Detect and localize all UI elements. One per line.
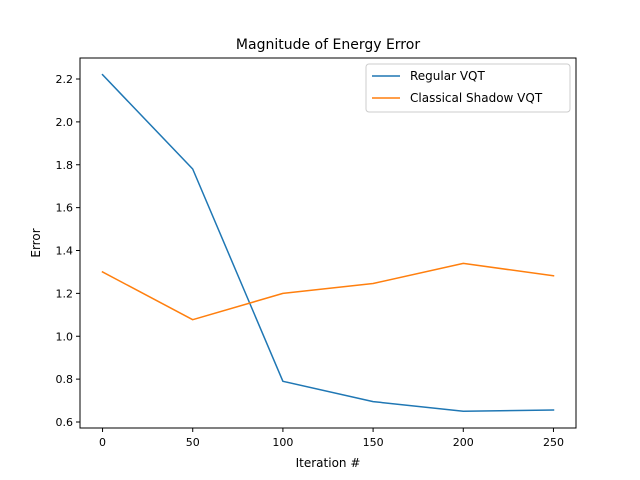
legend: Regular VQT Classical Shadow VQT (365, 63, 571, 113)
y-tick-label: 2.0 (56, 116, 74, 129)
y-tick-label: 2.2 (56, 73, 74, 86)
series-group (101, 73, 555, 413)
x-axis-label: Iteration # (296, 456, 361, 470)
y-tick-label: 0.8 (56, 373, 74, 386)
legend-label-regular: Regular VQT (410, 69, 485, 83)
x-tick-label: 150 (363, 436, 384, 449)
y-tick-label: 1.0 (56, 330, 74, 343)
y-tick-label: 1.8 (56, 159, 74, 172)
ticks-group: 0 50 100 150 200 250 0.6 0.8 1.0 1.2 1.4 1.6 1.8 2.0 2… (56, 73, 564, 449)
y-tick-label: 1.2 (56, 287, 74, 300)
chart-title: Magnitude of Energy Error (236, 37, 420, 53)
x-tick-label: 50 (186, 436, 200, 449)
y-axis-label: Error (29, 228, 43, 257)
y-tick-label: 0.6 (56, 416, 74, 429)
x-tick-label: 0 (99, 436, 106, 449)
y-tick-label: 1.4 (56, 245, 74, 258)
series-line-classical-shadow-vqt (101, 262, 555, 321)
axes-frame (79, 57, 577, 429)
x-tick-label: 250 (543, 436, 564, 449)
y-tick-label: 1.6 (56, 202, 74, 215)
x-tick-label: 100 (272, 436, 293, 449)
series-line-regular-vqt (101, 73, 555, 413)
legend-label-classical-shadow: Classical Shadow VQT (410, 91, 543, 105)
x-tick-label: 200 (453, 436, 474, 449)
legend-box (365, 63, 571, 113)
